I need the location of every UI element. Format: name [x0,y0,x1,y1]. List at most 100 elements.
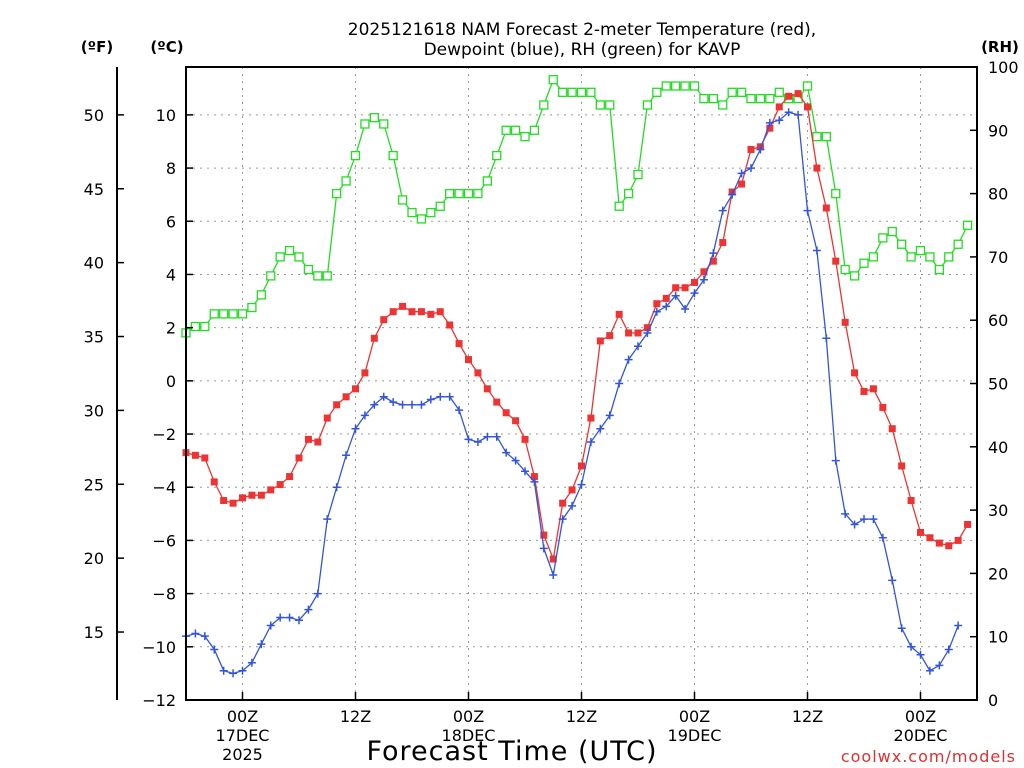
temperature-point [643,324,651,332]
temperature-point [267,486,275,494]
rh-point [774,87,784,97]
dewpoint-point [473,438,482,447]
temperature-point [945,542,953,550]
temperature-point [794,90,802,98]
rh-point [558,87,568,97]
dewpoint-point [219,666,228,675]
rh-point [831,188,841,199]
temperature-point [342,393,350,401]
temperature-point [559,499,567,507]
dewpoint-point [276,613,285,622]
rh-tick-label: 70 [988,248,1008,267]
rh-point [614,201,624,211]
rh-point [746,94,756,104]
dewpoint-point [238,666,247,675]
watermark: coolwx.com/models [841,747,1016,766]
dewpoint-point [313,589,322,598]
temperature-point [691,278,698,286]
dewpoint-point [803,206,812,215]
rh-point [727,87,737,97]
dewpoint-point [850,520,859,529]
dewpoint-point [860,515,868,524]
celsius-tick-label: 4 [166,265,176,284]
temperature-point [822,204,830,212]
rh-point [435,201,445,211]
celsius-tick-label: 0 [166,372,176,391]
time-tick-label: 00Z [679,707,710,726]
dewpoint-point [304,605,313,614]
temperature-point [662,294,670,302]
fahrenheit-tick-label: 20 [84,549,104,568]
rh-point [595,100,605,110]
temperature-point [333,401,341,409]
fahrenheit-tick-label: 30 [84,401,104,420]
temperature-point [286,473,294,481]
rh-tick-label: 20 [988,564,1008,583]
temperature-point [314,438,322,446]
rh-point [219,309,229,319]
rh-point [520,131,530,142]
dewpoint-point [332,483,341,492]
dewpoint-point [869,515,878,524]
rh-point [266,271,276,281]
dewpoint-point [634,342,642,351]
temperature-point [295,454,303,462]
temperature-point [248,491,256,499]
temperature-point [869,385,877,393]
dewpoint-point [652,307,661,316]
rh-point [689,81,700,91]
rh-point [388,150,398,161]
temperature-point [483,385,491,393]
rh-point [369,112,379,123]
dewpoint-point [624,355,633,364]
rh-point [925,252,935,262]
dewpoint-point [728,190,737,199]
temperature-point [229,499,237,507]
temperature-point [210,478,218,486]
rh-point [934,264,944,275]
rh-point [586,87,596,97]
rh-point [445,188,455,199]
time-tick-label: 17DEC [216,726,270,745]
time-tick-label: 20DEC [894,726,948,745]
dewpoint-point [511,456,520,465]
rh-point [190,321,201,332]
temperature-point [530,473,538,481]
dewpoint-point [916,650,925,659]
rh-tick-label: 50 [988,375,1008,394]
rh-tick-label: 60 [988,311,1008,330]
temperature-point [436,308,444,316]
rh-tick-label: 100 [988,58,1019,77]
rh-point [416,214,427,224]
fahrenheit-axis: 15 20 25 30 35 40 45 50 [84,106,124,642]
celsius-tick-label: −8 [152,585,176,604]
dewpoint-point [662,302,671,311]
rh-point [878,233,888,243]
dewpoint-point [812,246,821,255]
temperature-point [257,491,265,499]
temperature-point [841,318,849,326]
fahrenheit-tick-label: 15 [84,623,104,642]
dewpoint-point [247,658,256,667]
rh-line [185,78,969,334]
time-tick-label: 12Z [340,707,371,726]
celsius-tick-label: 6 [166,212,176,231]
series-layer [181,75,973,678]
fahrenheit-tick-label: 45 [84,180,104,199]
dewpoint-point [699,275,708,284]
temperature-point [888,425,896,433]
temperature-point [465,356,472,364]
dewpoint-point [878,533,887,542]
dewpoint-point [323,515,332,524]
rh-point [454,188,464,199]
temperature-point [606,332,614,340]
dewpoint-point [445,392,454,401]
rh-point [680,81,690,91]
dewpoint-point [426,395,435,404]
celsius-tick-label: −4 [152,478,176,497]
rh-point [237,309,248,319]
dewpoint-point [756,145,765,154]
temperature-point [926,534,934,542]
dewpoint-point [577,480,586,489]
